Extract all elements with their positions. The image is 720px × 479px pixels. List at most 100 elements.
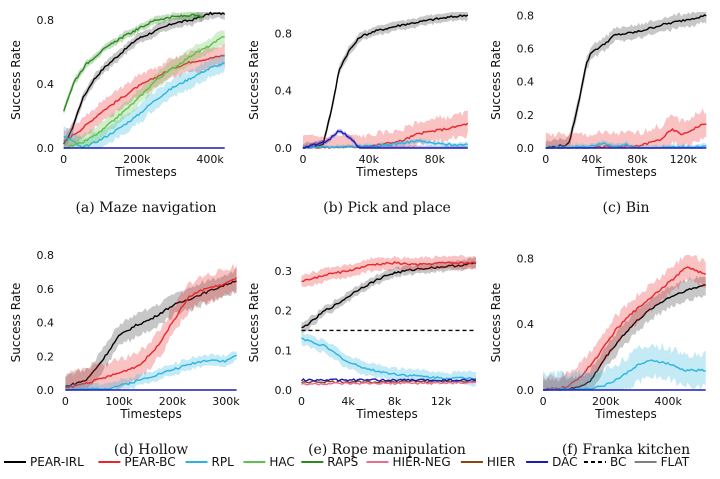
y-tick-label: 0.0 bbox=[275, 142, 293, 155]
series-hac bbox=[63, 35, 225, 149]
y-tick-label: 0.6 bbox=[37, 283, 55, 296]
y-tick-label: 0.4 bbox=[275, 85, 293, 98]
x-axis-label: Timesteps bbox=[594, 407, 657, 421]
band-pear-bc bbox=[65, 263, 237, 390]
series-rpl bbox=[65, 354, 237, 391]
series-pear-irl bbox=[65, 280, 237, 388]
panel-caption: (a) Maze navigation bbox=[75, 200, 216, 216]
x-tick-label: 4k bbox=[341, 395, 355, 408]
x-tick-label: 0 bbox=[540, 395, 547, 408]
band-pear-bc bbox=[63, 43, 225, 149]
legend-label: HIER bbox=[487, 455, 515, 469]
band-pear-irl bbox=[63, 12, 225, 148]
panel-4: 0.0 0.2 0.4 0.6 0.8 0 100k 200k 300k Timesteps Suc… bbox=[9, 249, 240, 458]
series-raps bbox=[63, 13, 204, 112]
y-tick-label: 0.4 bbox=[37, 317, 55, 330]
y-axis-label: Success Rate bbox=[247, 40, 261, 120]
y-tick-label: 0.2 bbox=[37, 350, 55, 363]
y-tick-label: 0.2 bbox=[517, 109, 535, 122]
y-tick-label: 0.0 bbox=[37, 384, 55, 397]
legend-label: HIER-NEG bbox=[393, 455, 451, 469]
series-pear-irl bbox=[301, 261, 477, 329]
y-tick-label: 0.6 bbox=[517, 42, 535, 55]
y-tick-label: 0.1 bbox=[275, 344, 293, 357]
y-tick-label: 0.0 bbox=[275, 384, 293, 397]
x-tick-label: 120k bbox=[670, 153, 698, 166]
legend-item: PEAR-IRL bbox=[4, 455, 84, 469]
y-tick-label: 0.8 bbox=[517, 9, 535, 22]
series-hier-neg bbox=[301, 381, 477, 386]
y-tick-label: 0.4 bbox=[37, 78, 55, 91]
series-pear-irl bbox=[63, 11, 226, 145]
series-pear-irl bbox=[302, 14, 469, 149]
y-tick-label: 0.8 bbox=[37, 14, 55, 27]
y-tick-label: 0.3 bbox=[275, 265, 293, 278]
band-rpl bbox=[301, 333, 476, 387]
y-axis-label: Success Rate bbox=[489, 283, 503, 363]
y-tick-label: 0.8 bbox=[517, 252, 535, 265]
band-pear-irl bbox=[545, 12, 707, 148]
legend-item: HIER-NEG bbox=[366, 455, 451, 469]
panel-caption: (b) Pick and place bbox=[323, 200, 451, 216]
x-tick-label: 12k bbox=[431, 395, 452, 408]
y-tick-label: 0.0 bbox=[37, 142, 55, 155]
legend-item: FLAT bbox=[634, 455, 690, 469]
x-axis-label: Timesteps bbox=[114, 165, 177, 179]
series-dac bbox=[301, 378, 476, 383]
y-axis-label: Success Rate bbox=[9, 40, 23, 120]
band-pear-bc bbox=[302, 109, 468, 148]
x-tick-label: 0 bbox=[299, 153, 306, 166]
x-tick-label: 40k bbox=[359, 153, 380, 166]
x-tick-label: 8k bbox=[388, 395, 402, 408]
series-rpl bbox=[545, 142, 707, 149]
x-tick-label: 0 bbox=[542, 153, 549, 166]
panel-caption: (c) Bin bbox=[603, 200, 650, 216]
y-tick-label: 0.4 bbox=[517, 76, 535, 89]
x-tick-label: 400k bbox=[196, 153, 224, 166]
legend-label: HAC bbox=[269, 455, 294, 469]
series-pear-bc bbox=[63, 54, 225, 142]
panel-caption: (d) Hollow bbox=[114, 442, 188, 458]
legend-item: HIER bbox=[460, 455, 515, 469]
series-rpl bbox=[301, 337, 477, 380]
x-tick-label: 80k bbox=[627, 153, 648, 166]
x-tick-label: 0 bbox=[62, 395, 69, 408]
panel-caption: (f) Franka kitchen bbox=[562, 442, 690, 458]
legend-item: RAPS bbox=[301, 455, 358, 469]
x-tick-label: 200k bbox=[592, 395, 620, 408]
x-tick-label: 200k bbox=[123, 153, 151, 166]
legend-item: DAC bbox=[526, 455, 578, 469]
legend-label: PEAR-IRL bbox=[30, 455, 84, 469]
y-tick-label: 0.0 bbox=[517, 384, 535, 397]
y-axis-label: Success Rate bbox=[247, 283, 261, 363]
series-dac bbox=[302, 130, 468, 149]
x-tick-label: 0 bbox=[60, 153, 67, 166]
y-tick-label: 0.0 bbox=[517, 142, 535, 155]
legend-item: BC bbox=[584, 455, 626, 469]
x-tick-label: 300k bbox=[212, 395, 240, 408]
band-rpl bbox=[65, 351, 237, 390]
x-tick-label: 80k bbox=[425, 153, 446, 166]
legend-label: FLAT bbox=[661, 455, 690, 469]
x-axis-label: Timesteps bbox=[119, 407, 182, 421]
panel-caption: (e) Rope manipulation bbox=[308, 442, 466, 458]
x-tick-label: 40k bbox=[581, 153, 602, 166]
series-pear-irl bbox=[545, 14, 707, 149]
y-tick-label: 0.4 bbox=[517, 318, 535, 331]
x-axis-label: Timesteps bbox=[355, 165, 418, 179]
band-pear-irl bbox=[543, 275, 706, 390]
band-rpl bbox=[543, 342, 706, 390]
y-axis-label: Success Rate bbox=[489, 40, 503, 120]
band-pear-bc bbox=[545, 108, 707, 148]
band-rpl bbox=[302, 137, 468, 148]
legend-item: PEAR-BC bbox=[98, 455, 176, 469]
legend-label: RPL bbox=[212, 455, 235, 469]
series-rpl bbox=[63, 62, 225, 149]
series-pear-bc bbox=[65, 277, 238, 389]
panel-1: 0.0 0.4 0.8 0 200k 400k Timesteps Success Rate (… bbox=[9, 11, 226, 216]
legend-label: BC bbox=[610, 455, 626, 469]
y-tick-label: 0.8 bbox=[37, 249, 55, 262]
y-tick-label: 0.2 bbox=[275, 305, 293, 318]
band-pear-bc bbox=[301, 255, 476, 288]
